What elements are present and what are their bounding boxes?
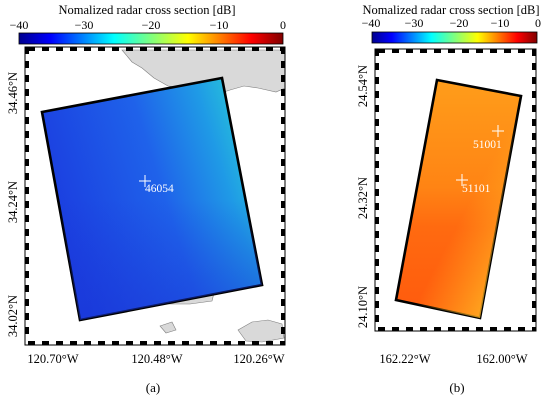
colorbar-tick: 0 bbox=[280, 18, 286, 32]
y-tick-label-a: 34.46°N bbox=[6, 72, 20, 114]
colorbar-tick: −20 bbox=[450, 16, 469, 30]
y-tick-label-b: 24.10°N bbox=[356, 286, 370, 328]
border-ticks-bottom-b bbox=[375, 327, 536, 331]
colorbar-b bbox=[371, 31, 538, 44]
colorbar-tick: −40 bbox=[10, 18, 29, 32]
colorbar-a bbox=[18, 32, 284, 45]
buoy-marker-b2 bbox=[456, 174, 468, 186]
panel-a: Nomalized radar cross section [dB] −40 −… bbox=[6, 3, 286, 395]
y-tick-label-b: 24.32°N bbox=[356, 177, 370, 219]
x-tick-label-a: 120.48°W bbox=[131, 352, 182, 366]
x-tick-label-a: 120.70°W bbox=[27, 352, 78, 366]
border-ticks-top-a bbox=[25, 47, 285, 51]
sar-swath-shade-b bbox=[396, 80, 521, 318]
colorbar-tick: −10 bbox=[210, 18, 229, 32]
border-ticks-left-a bbox=[25, 47, 29, 334]
caption-b: (b) bbox=[449, 380, 464, 395]
y-tick-label-b: 24.54°N bbox=[356, 65, 370, 107]
sar-swath-shade-a bbox=[42, 78, 262, 320]
buoy-label-b1: 51001 bbox=[473, 139, 502, 151]
colorbar-tick: −30 bbox=[405, 16, 424, 30]
y-tick-label-a: 34.02°N bbox=[6, 295, 20, 337]
border-ticks-left-b bbox=[375, 49, 379, 322]
border-ticks-top-b bbox=[375, 49, 536, 53]
buoy-marker-a bbox=[139, 175, 151, 187]
colorbar-title-b: Nomalized radar cross section [dB] bbox=[362, 3, 539, 17]
island-southwest-a bbox=[159, 321, 177, 334]
caption-a: (a) bbox=[146, 380, 160, 395]
border-ticks-bottom-a bbox=[25, 341, 285, 345]
buoy-label-a: 46054 bbox=[145, 183, 174, 195]
buoy-label-b2: 51101 bbox=[462, 183, 491, 195]
x-tick-label-a: 120.26°W bbox=[233, 352, 284, 366]
border-ticks-right-a bbox=[281, 47, 285, 334]
colorbar-ticks-a: −40 −30 −20 −10 0 bbox=[10, 18, 286, 32]
colorbar-tick: 0 bbox=[535, 16, 541, 30]
colorbar-tick: −30 bbox=[75, 18, 94, 32]
x-tick-label-b: 162.22°W bbox=[379, 352, 430, 366]
colorbar-ticks-b: −40 −30 −20 −10 0 bbox=[362, 16, 541, 30]
colorbar-title-a: Nomalized radar cross section [dB] bbox=[58, 3, 235, 17]
x-tick-label-b: 162.00°W bbox=[476, 352, 527, 366]
border-ticks-right-b bbox=[532, 49, 536, 322]
colorbar-tick: −10 bbox=[491, 16, 510, 30]
colorbar-tick: −40 bbox=[362, 16, 381, 30]
colorbar-tick: −20 bbox=[142, 18, 161, 32]
panel-b: Nomalized radar cross section [dB] −40 −… bbox=[356, 3, 541, 395]
buoy-marker-b1 bbox=[492, 125, 504, 137]
y-tick-label-a: 34.24°N bbox=[6, 181, 20, 223]
